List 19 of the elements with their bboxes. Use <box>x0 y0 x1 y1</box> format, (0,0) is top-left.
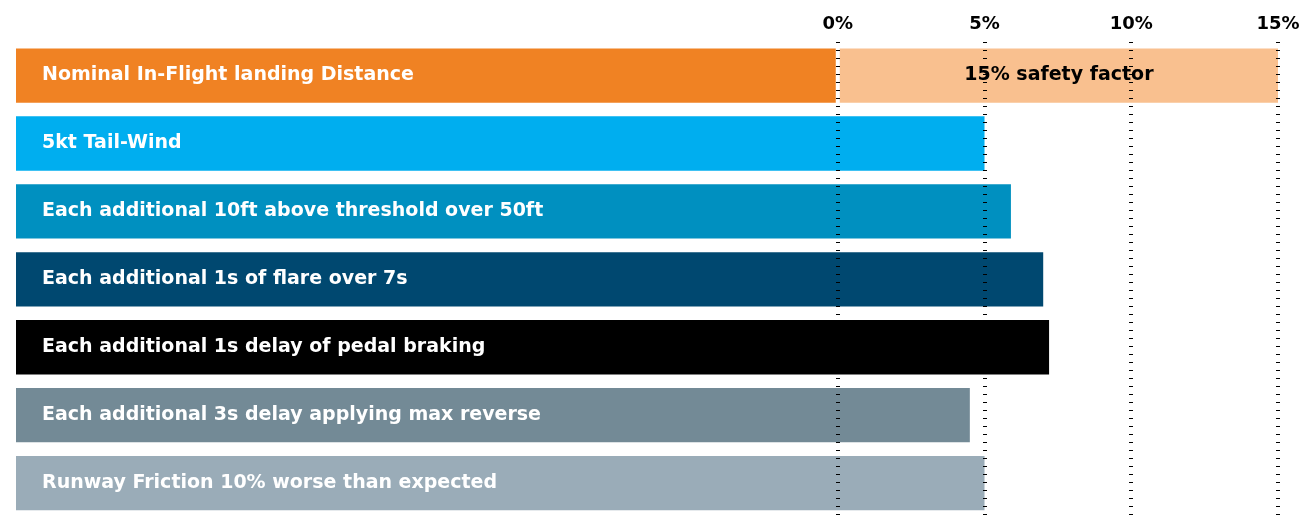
bar <box>839 48 1278 103</box>
series-label: 15% safety factor <box>964 62 1155 85</box>
y-tick-label: Nominal In-Flight landing Distance <box>42 62 414 85</box>
y-tick-label: 5kt Tail-Wind <box>42 130 182 153</box>
bar <box>16 252 1044 307</box>
x-tick-label: 5% <box>969 12 1000 34</box>
y-tick-label: Runway Friction 10% worse than expected <box>42 469 498 492</box>
x-tick-label: 10% <box>1109 12 1153 34</box>
x-tick-label: 0% <box>822 12 854 34</box>
y-tick-label: Each additional 1s of flare over 7s <box>42 266 408 289</box>
bar <box>16 48 836 103</box>
y-tick-label: Each additional 3s delay applying max reverse <box>42 402 542 425</box>
x-tick-label: 15% <box>1256 12 1300 34</box>
y-tick-label: Each additional 10ft above threshold over 50ft <box>42 198 544 221</box>
bar <box>16 387 970 443</box>
y-tick-label: Each additional 1s delay of pedal braking <box>42 334 486 357</box>
bar <box>16 184 1011 239</box>
bar <box>16 116 985 171</box>
bar <box>16 455 985 511</box>
